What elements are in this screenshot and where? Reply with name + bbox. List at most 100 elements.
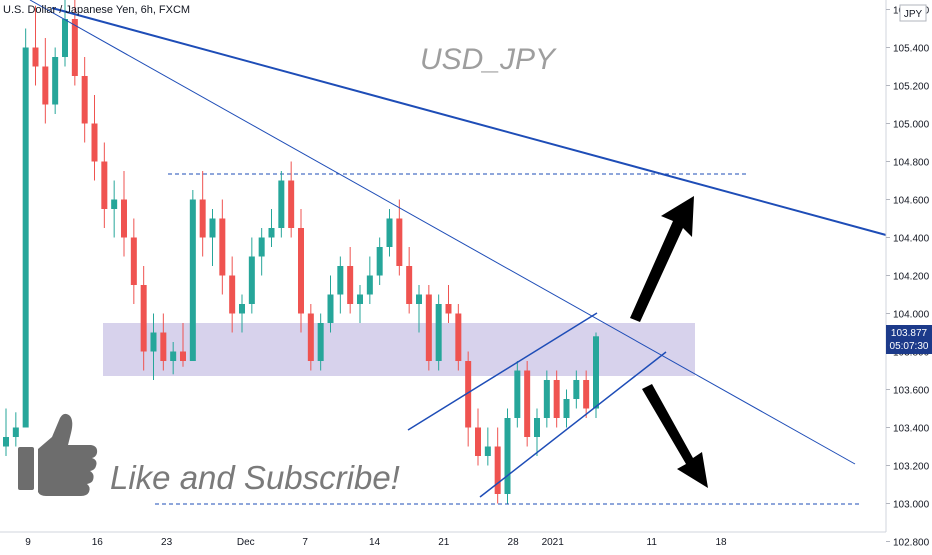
price-tick-label: 105.000 [893,120,930,131]
candle-body [91,123,98,162]
candle-body [199,199,206,238]
time-tick-label: 21 [438,537,450,548]
candle-body [543,380,550,418]
candle-body [219,218,226,276]
candle-body [32,47,39,67]
candle-body [484,446,491,456]
candle-body [278,180,285,228]
candle-body [327,294,334,323]
channel-upper-line [407,312,598,431]
price-tick-label: 103.600 [893,386,930,397]
candle-body [12,427,19,437]
candle-body [534,418,540,437]
candle-body [248,256,255,304]
candle-body [52,57,59,105]
symbol-title: U.S. Dollar / Japanese Yen, 6h, FXCM [3,4,190,16]
price-tick-label: 103.200 [893,462,930,473]
price-scale[interactable] [885,0,932,550]
currency-badge-label: JPY [904,9,923,20]
candle-body [593,336,599,409]
price-tick-label: 103.400 [893,424,930,435]
candle-body [3,437,9,447]
candle-body [81,76,88,124]
candle-body [445,304,452,314]
candle-body [229,275,236,314]
price-tick-label: 105.200 [893,82,930,93]
candle-body [22,47,29,428]
time-tick-label: 18 [715,537,727,548]
candle-body [101,161,108,209]
candle-body [42,66,49,105]
candle-body [62,19,68,57]
candle-body [140,285,147,352]
candle-body [386,218,393,247]
time-tick-label: 14 [369,537,381,548]
watermark-title: USD_JPY [420,43,557,76]
candle-body [406,266,413,304]
time-tick-label: 16 [92,537,104,548]
time-tick-label: 28 [508,537,520,548]
candle-body [504,418,511,494]
last-price: 103.877 [891,328,928,339]
candle-body [396,218,403,266]
candle-body [298,228,304,314]
candle-body [239,304,245,314]
thumbs-up-icon [18,413,98,496]
minor-downtrend-line [29,0,856,465]
candle-body [160,332,167,361]
candles-group [3,0,599,504]
candle-body [288,180,295,228]
candle-body [475,427,481,456]
candle-body [435,304,442,361]
candle-body [347,266,354,304]
last-price-badge [886,325,932,354]
candle-body [357,294,363,304]
time-tick-label: 9 [25,537,31,548]
time-ticks: 9 16 23 Dec 7 14 21 28 2021 11 18 [25,537,727,548]
candle-body [563,399,570,418]
currency-badge[interactable] [899,4,927,22]
time-tick-label: 23 [161,537,173,548]
up-arrow [630,196,694,322]
time-tick-label: 7 [302,537,308,548]
candle-body [514,370,521,418]
price-tick-label: 104.400 [893,234,930,245]
candle-body [416,294,422,304]
candle-body [189,199,196,361]
candle-body [553,380,560,418]
candle-body [465,361,472,428]
price-tick-label: 104.600 [893,196,930,207]
candle-body [376,247,383,276]
price-tick-label: 102.800 [893,538,930,549]
candle-body [317,323,324,361]
price-tick-label: 104.000 [893,310,930,321]
major-downtrend-line [51,7,887,236]
candle-body [170,351,177,361]
candle-body [71,19,78,76]
candle-body [425,294,432,361]
price-tick-label: 105.400 [893,44,930,55]
candle-body [494,446,501,494]
countdown: 05:07:30 [890,341,929,352]
time-scale[interactable] [0,531,886,550]
candle-body [130,237,137,285]
candle-body [258,237,265,257]
price-tick-label: 104.800 [893,158,930,169]
candle-body [366,275,373,295]
price-ticks: 105.600105.400105.200105.000104.800104.6… [886,6,930,549]
time-tick-label: 11 [647,537,658,548]
candle-body [209,218,216,238]
candle-body [583,380,590,409]
candle-body [307,313,314,361]
down-arrow [642,384,708,488]
channel-lower-line [479,351,667,498]
time-tick-label: 2021 [542,537,565,548]
candle-body [573,380,580,399]
candle-body [268,228,275,238]
candle-body [150,332,157,352]
candle-body [111,199,118,209]
candle-body [180,351,186,361]
plot-area[interactable] [0,0,886,532]
